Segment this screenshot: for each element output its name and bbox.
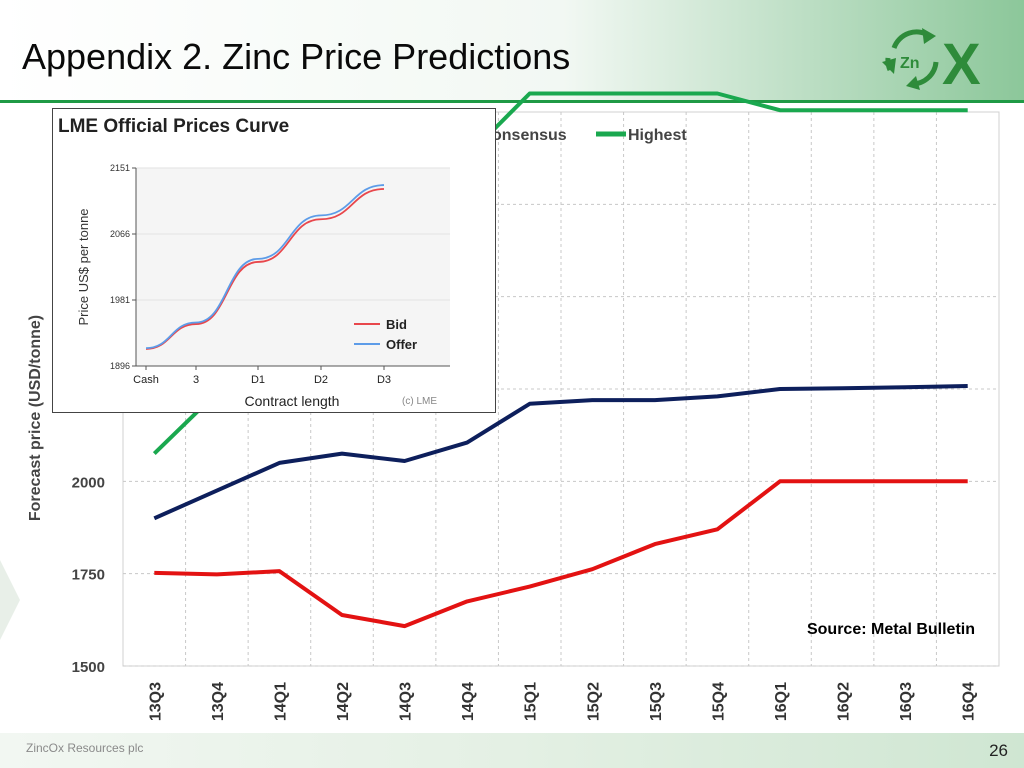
main-chart-series-consensus (153, 384, 968, 521)
inset-plot-area (136, 168, 450, 366)
slide-title: Appendix 2. Zinc Price Predictions (22, 36, 571, 77)
inset-y-tick-label: 2066 (110, 229, 130, 239)
inset-y-ticks: 1896 1981 2066 2151 (110, 163, 136, 371)
logo-symbol: Zn (900, 55, 920, 72)
main-chart-x-tick-16q3: 16Q3 (898, 682, 915, 721)
main-chart-series-line-2 (154, 479, 968, 629)
inset-y-tick-label: 1981 (110, 295, 130, 305)
main-chart-x-tick-16q2: 16Q2 (836, 682, 853, 721)
inset-y-tick-label: 2151 (110, 163, 130, 173)
inset-series-bid (145, 188, 385, 350)
logo-arrow-1 (922, 28, 936, 44)
main-chart-legend: onsensus Highest (492, 127, 687, 144)
main-chart-y-tick-label: 1500 (72, 659, 105, 676)
inset-legend-label-offer: Offer (386, 337, 417, 352)
logo-arrow-2 (906, 76, 920, 90)
source-annotation: Source: Metal Bulletin (807, 621, 975, 638)
main-chart-x-tick-14q2: 14Q2 (335, 682, 352, 721)
main-chart-x-tick-16q4: 16Q4 (961, 682, 978, 721)
main-chart-x-tick-14q1: 14Q1 (272, 682, 289, 721)
footer-band (0, 733, 1024, 768)
inset-x-ticks: Cash 3 D1 D2 D3 (133, 366, 391, 386)
inset-series (145, 184, 385, 350)
legend-label-consensus: onsensus (492, 127, 567, 144)
main-chart-x-tick-14q4: 14Q4 (460, 682, 477, 721)
main-chart-y-tick-label: 1750 (72, 567, 105, 584)
inset-watermark: (c) LME (402, 396, 437, 407)
inset-grid (135, 167, 450, 367)
header-rule (0, 100, 1024, 103)
inset-x-tick-d1: D1 (251, 374, 265, 386)
main-chart-y-tick-label: 2000 (72, 474, 105, 491)
main-chart-x-tick-16q1: 16Q1 (773, 682, 790, 721)
inset-x-label: Contract length (245, 393, 340, 409)
inset-legend: Bid Offer (354, 317, 417, 352)
footer-company: ZincOx Resources plc (26, 741, 144, 755)
main-chart-x-tick-13q4: 13Q4 (210, 682, 227, 721)
left-decoration (0, 560, 20, 640)
page-number: 26 (989, 741, 1008, 760)
zincox-logo: Zn X (882, 28, 981, 97)
main-chart-x-tick-13q3: 13Q3 (147, 682, 164, 721)
inset-series-offer (145, 184, 385, 350)
main-chart-x-ticks: 13Q3 13Q4 14Q1 14Q2 14Q3 14Q4 15Q1 15Q2 15Q3 15Q4… (147, 682, 977, 721)
main-chart-x-tick-14q3: 14Q3 (398, 682, 415, 721)
header-band (0, 0, 1024, 102)
inset-x-tick-3: 3 (193, 374, 199, 386)
logo-letter: X (942, 32, 981, 97)
main-chart-x-tick-15q3: 15Q3 (648, 682, 665, 721)
lme-inset-chart: LME Official Prices Curve 1896 1981 2066 21… (52, 108, 496, 413)
inset-x-tick-d3: D3 (377, 374, 391, 386)
main-chart-x-tick-15q4: 15Q4 (710, 682, 727, 721)
inset-title: LME Official Prices Curve (58, 116, 289, 137)
inset-x-tick-d2: D2 (314, 374, 328, 386)
main-chart-x-tick-15q2: 15Q2 (585, 682, 602, 721)
main-chart-x-tick-15q1: 15Q1 (523, 682, 540, 721)
main-chart-y-label: Forecast price (USD/tonne) (27, 315, 44, 521)
inset-y-label: Price US$ per tonne (76, 208, 91, 325)
inset-x-tick-cash: Cash (133, 374, 159, 386)
logo-arrow-3 (882, 58, 896, 74)
inset-legend-label-bid: Bid (386, 317, 407, 332)
legend-label-highest: Highest (628, 127, 687, 144)
inset-y-tick-label: 1896 (110, 361, 130, 371)
